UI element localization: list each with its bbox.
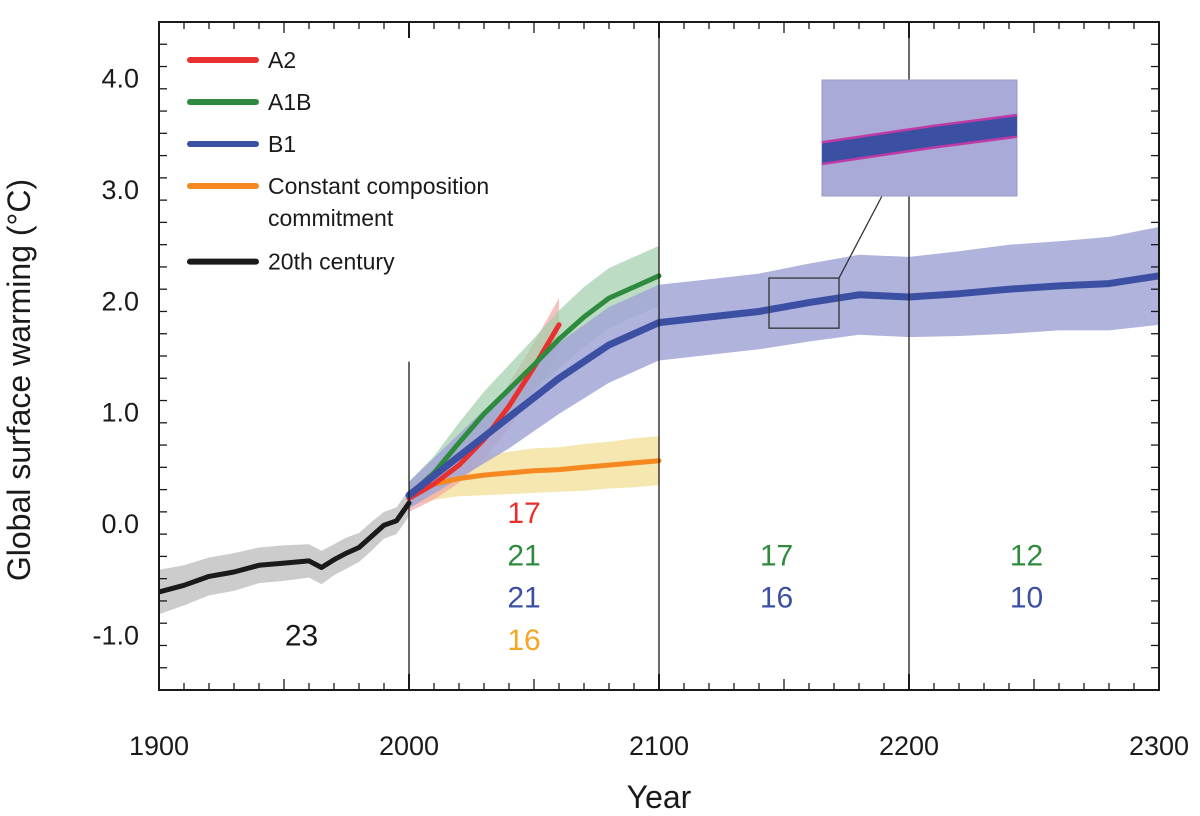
band-20th-century: [159, 489, 409, 615]
model-count-label: 23: [285, 619, 318, 652]
model-count-label: 17: [760, 539, 793, 572]
axes: 1900 2000 2100 2200 2300 -1.0 0.0 1.0 2.0 3.0 4.0: [92, 21, 1189, 761]
model-counts: 23 17 21 21 16 17 16 12 10: [285, 497, 1043, 657]
model-count-label: 17: [507, 497, 540, 530]
y-tick-label: -1.0: [92, 620, 139, 650]
x-tick-label: 2000: [379, 731, 439, 761]
zoom-inset: [768, 79, 1018, 329]
model-count-label: 16: [760, 582, 793, 615]
legend-label-constant-composition-commitment: Constant composition commitment: [268, 173, 489, 231]
line-a1b: [406, 273, 662, 498]
legend-label-b1: B1: [268, 131, 296, 157]
model-count-label: 21: [507, 582, 540, 615]
legend-label-a1b: A1B: [268, 89, 311, 115]
zoom-inset-line-group: [822, 113, 1017, 166]
x-tick-label: 2200: [879, 731, 939, 761]
model-count-label: 12: [1010, 539, 1043, 572]
y-tick-label: 4.0: [101, 64, 139, 94]
band-b1: [409, 226, 1159, 509]
y-tick-label: 0.0: [101, 509, 139, 539]
line-b1: [405, 272, 1159, 499]
x-tick-label: 2300: [1129, 731, 1189, 761]
legend-label-a2: A2: [268, 47, 296, 73]
model-count-label: 21: [507, 539, 540, 572]
x-tick-label: 2100: [629, 731, 689, 761]
y-tick-label: 3.0: [101, 175, 139, 205]
x-axis-title: Year: [627, 779, 692, 815]
y-tick-label: 2.0: [101, 286, 139, 316]
x-tick-label: 1900: [129, 731, 189, 761]
line-constant-composition-commitment: [406, 458, 662, 498]
y-axis-title: Global surface warming (°C): [1, 179, 37, 581]
y-tick-label: 1.0: [101, 398, 139, 428]
model-count-label: 10: [1010, 582, 1043, 615]
zoom-line-b1: [822, 116, 1017, 163]
line-20th-century: [159, 500, 412, 595]
model-count-label: 16: [507, 624, 540, 657]
legend: A2 A1B B1 Constant composition commitment 20t…: [187, 47, 489, 275]
zoom-connector: [838, 195, 883, 279]
zoom-source-box: [768, 277, 840, 329]
legend-label-20th-century: 20th century: [268, 249, 395, 275]
series-lines: [159, 272, 1159, 595]
